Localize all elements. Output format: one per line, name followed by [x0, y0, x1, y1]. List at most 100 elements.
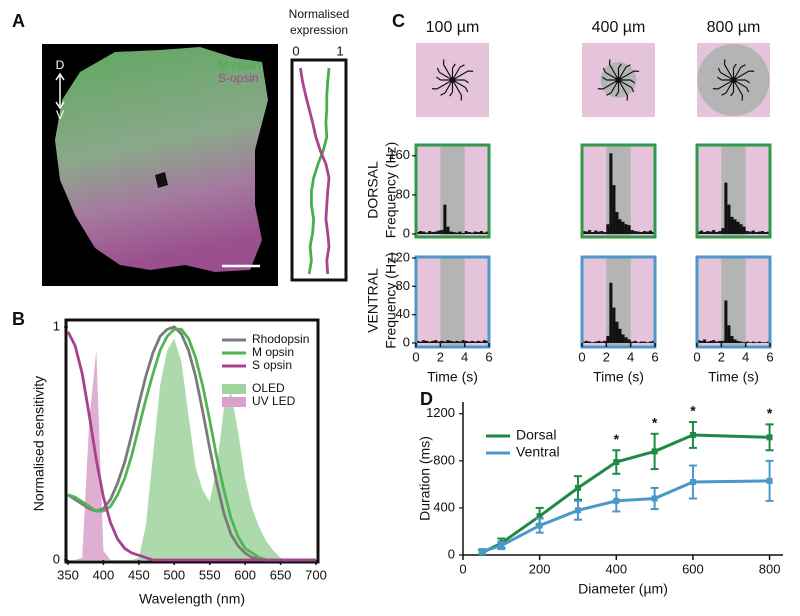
- histogram-bar: [700, 230, 704, 234]
- y-tick-label: 0: [403, 225, 410, 240]
- histogram-bar: [760, 342, 764, 343]
- histogram-bar: [636, 342, 640, 343]
- histogram-bar: [733, 219, 737, 234]
- histogram-bar: [473, 341, 477, 343]
- histogram-bar: [425, 340, 429, 343]
- histogram-bar: [724, 182, 728, 234]
- line: [481, 479, 770, 553]
- row-label: DORSAL: [365, 161, 381, 219]
- histogram-bar: [482, 340, 486, 343]
- x-tick-label: 0: [693, 349, 700, 364]
- histogram-bar: [479, 231, 483, 234]
- y-axis-label: Frequency (Hz): [383, 252, 399, 348]
- histogram-bar: [621, 221, 625, 234]
- marker: [613, 459, 620, 466]
- x-tick-label: 400: [93, 567, 115, 582]
- histogram-bar: [651, 232, 655, 234]
- histogram-bar: [600, 341, 604, 343]
- marker: [651, 495, 658, 502]
- histogram-bar: [449, 340, 453, 343]
- histogram-bar: [431, 232, 435, 234]
- histogram-bar: [751, 341, 755, 343]
- neuron-dendrites: [597, 59, 640, 101]
- histogram-bar: [594, 341, 598, 343]
- histogram-bar: [464, 231, 468, 234]
- histogram-bar: [724, 300, 728, 343]
- histogram-bar: [736, 221, 740, 234]
- histogram-bar: [757, 231, 761, 234]
- orientation-arrowheads: [55, 72, 65, 110]
- histogram-bar: [416, 232, 420, 234]
- panel-label: A: [12, 11, 25, 31]
- histogram-bar: [721, 228, 725, 234]
- x-tick-label: 2: [603, 349, 610, 364]
- panel-label: C: [392, 11, 405, 31]
- significance-marker: *: [614, 431, 620, 447]
- histogram-bar: [706, 231, 710, 234]
- histogram-bar: [748, 342, 752, 343]
- x-tick-label: 550: [199, 567, 221, 582]
- histogram-bar: [458, 341, 462, 343]
- histogram-bar: [452, 341, 456, 343]
- histogram-bar: [718, 340, 722, 343]
- histogram-bar: [470, 340, 474, 343]
- histogram-bar: [428, 341, 432, 343]
- line: [299, 67, 331, 275]
- histogram-bar: [709, 340, 713, 343]
- marker: [536, 522, 543, 529]
- histogram-bar: [588, 230, 592, 234]
- y-tick-label: 0: [448, 546, 455, 561]
- histogram-bar: [446, 340, 450, 343]
- x-tick-label: 450: [128, 567, 150, 582]
- histogram-bar: [703, 232, 707, 234]
- neuron-dendrites: [712, 59, 755, 101]
- histogram-bar: [648, 341, 652, 343]
- histogram-bar: [642, 341, 646, 343]
- marker: [574, 507, 581, 514]
- legend-label: Dorsal: [516, 427, 556, 443]
- histogram-bar: [730, 216, 734, 234]
- significance-marker: *: [690, 403, 696, 419]
- y-tick-label: 0: [403, 334, 410, 349]
- histogram-bar: [603, 232, 607, 234]
- histogram-bar: [582, 341, 586, 343]
- panel-label: B: [12, 309, 25, 329]
- histogram-bar: [458, 231, 462, 234]
- column-title: 100 µm: [426, 19, 480, 36]
- histogram-bar: [476, 340, 480, 343]
- histogram-bar: [440, 340, 444, 343]
- plot-frame: [64, 318, 320, 564]
- histogram-bar: [597, 231, 601, 234]
- x-tick-label: 650: [270, 567, 292, 582]
- histogram-bar: [630, 341, 634, 343]
- orientation-label: V: [56, 108, 64, 122]
- histogram-bar: [597, 340, 601, 343]
- histogram-bar: [645, 342, 649, 343]
- marker: [689, 479, 696, 486]
- x-axis-label: Time (s): [708, 369, 759, 385]
- x-tick-label: 400: [605, 561, 627, 576]
- histogram-bar: [736, 340, 740, 343]
- histogram-bar: [727, 204, 731, 234]
- neuron-dendrites: [431, 59, 474, 101]
- y-tick-label: 120: [388, 249, 410, 264]
- x-tick-label: 700: [305, 567, 327, 582]
- histogram-bar: [588, 341, 592, 343]
- x-tick-label: 500: [163, 567, 185, 582]
- y-axis-label: Normalised sensitivity: [31, 376, 47, 511]
- histogram-bar: [467, 341, 471, 343]
- legend-label: Ventral: [516, 444, 560, 460]
- histogram-bar: [434, 231, 438, 234]
- y-tick-label: 80: [396, 278, 410, 293]
- histogram-bar: [760, 231, 764, 234]
- significance-marker: *: [652, 414, 658, 430]
- legend-label: S-opsin: [218, 71, 259, 85]
- histogram-bar: [609, 153, 613, 234]
- histogram-bar: [703, 339, 707, 343]
- y-tick-label: 40: [396, 306, 410, 321]
- histogram-bar: [461, 340, 465, 343]
- x-tick-label: 0: [578, 349, 585, 364]
- histogram-bar: [582, 231, 586, 234]
